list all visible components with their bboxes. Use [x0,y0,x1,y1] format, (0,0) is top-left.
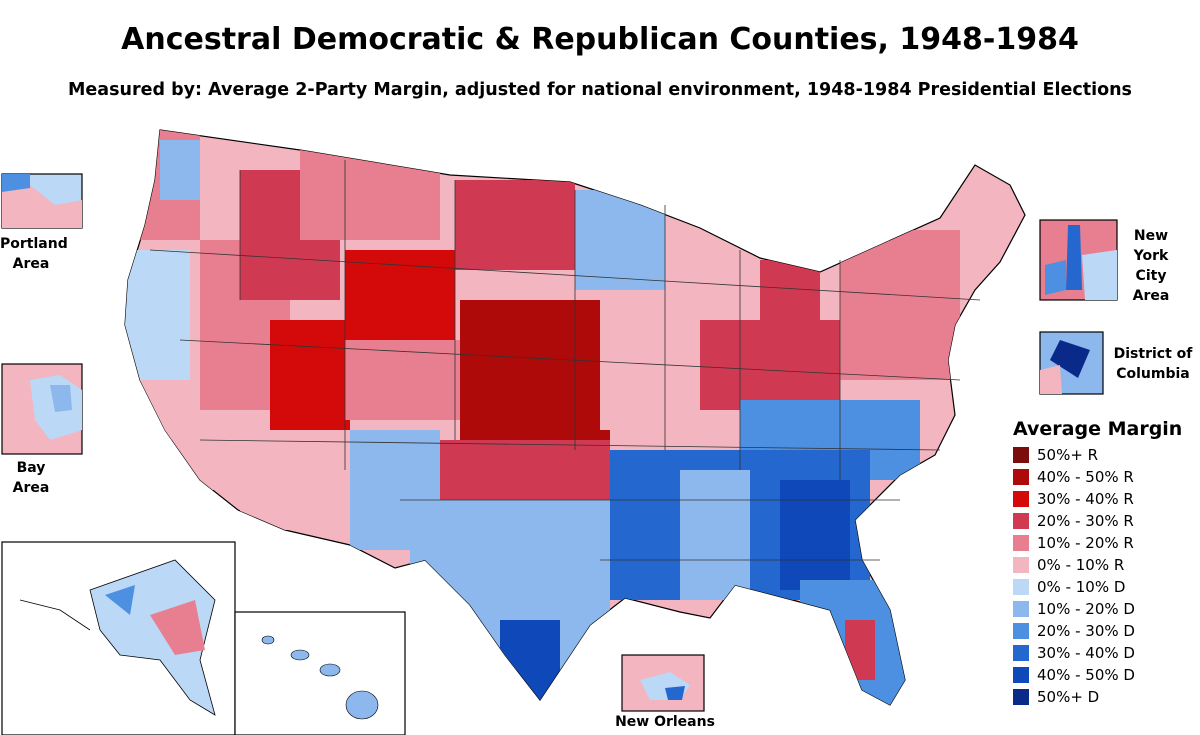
legend-item: 50%+ D [1013,686,1198,708]
legend-label: 40% - 50% R [1037,468,1134,486]
legend-item: 0% - 10% R [1013,554,1198,576]
dc-label: District of Columbia [1113,346,1193,382]
legend-swatch [1013,535,1029,551]
portland-label: Portland Area [0,236,68,272]
legend-item: 10% - 20% D [1013,598,1198,620]
legend-swatch [1013,491,1029,507]
legend-swatch [1013,667,1029,683]
legend-item: 30% - 40% D [1013,642,1198,664]
legend-label: 10% - 20% D [1037,600,1135,618]
legend-title: Average Margin [1013,418,1183,440]
legend-label: 40% - 50% D [1037,666,1135,684]
legend-item: 40% - 50% R [1013,466,1198,488]
legend-swatch [1013,579,1029,595]
new-orleans-label: New Orleans [615,714,715,730]
legend-label: 20% - 30% R [1037,512,1134,530]
nyc-label: New York City Area [1132,228,1170,304]
legend-swatch [1013,689,1029,705]
legend-item: 50%+ R [1013,444,1198,466]
hawaii-inset [234,611,406,735]
legend-label: 30% - 40% D [1037,644,1135,662]
bay-area-inset [1,363,83,455]
legend-label: 30% - 40% R [1037,490,1134,508]
legend-swatch [1013,601,1029,617]
legend-label: 50%+ R [1037,446,1099,464]
map-title: Ancestral Democratic & Republican Counti… [121,22,1079,57]
nyc-inset [1039,219,1118,301]
new-orleans-inset [621,654,705,712]
legend: Average Margin 50%+ R 40% - 50% R 30% - 40… [1013,418,1198,708]
legend-label: 20% - 30% D [1037,622,1135,640]
legend-swatch [1013,469,1029,485]
legend-item: 30% - 40% R [1013,488,1198,510]
map-subtitle: Measured by: Average 2-Party Margin, adj… [68,80,1132,100]
portland-inset [1,173,83,229]
legend-swatch [1013,623,1029,639]
legend-label: 50%+ D [1037,688,1100,706]
contiguous-us [124,129,1026,706]
legend-swatch [1013,513,1029,529]
legend-label: 0% - 10% D [1037,578,1126,596]
legend-item: 0% - 10% D [1013,576,1198,598]
dc-inset [1039,331,1104,395]
legend-item: 10% - 20% R [1013,532,1198,554]
legend-label: 0% - 10% R [1037,556,1125,574]
legend-swatch [1013,557,1029,573]
legend-item: 20% - 30% D [1013,620,1198,642]
legend-item: 20% - 30% R [1013,510,1198,532]
legend-swatch [1013,447,1029,463]
bay-area-label: Bay Area [12,460,50,496]
alaska-inset [1,541,236,735]
legend-item: 40% - 50% D [1013,664,1198,686]
legend-swatch [1013,645,1029,661]
legend-label: 10% - 20% R [1037,534,1134,552]
